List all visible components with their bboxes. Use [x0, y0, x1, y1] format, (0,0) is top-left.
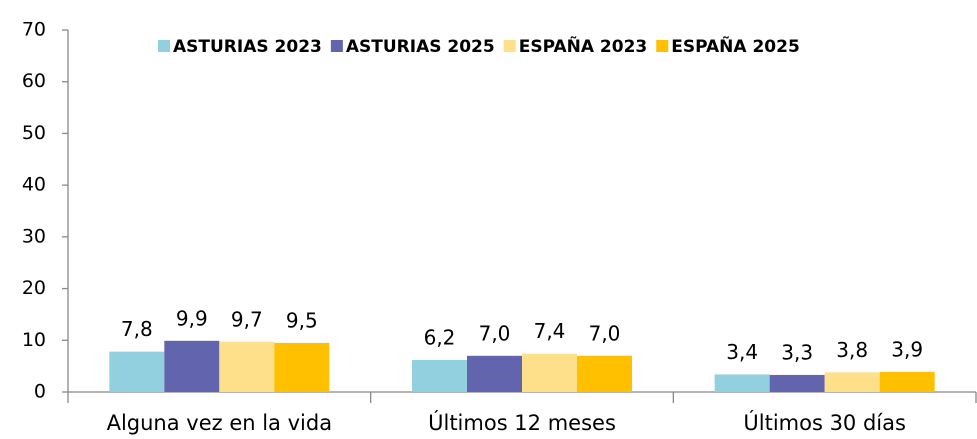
bar [219, 341, 275, 392]
y-tick-label: 10 [22, 329, 46, 351]
bar [879, 371, 935, 392]
value-label: 7,0 [589, 321, 621, 345]
value-label: 9,9 [176, 306, 208, 330]
value-label: 6,2 [424, 325, 456, 349]
legend-swatch [158, 40, 170, 52]
legend-swatch [503, 40, 516, 52]
value-label: 7,4 [534, 319, 566, 343]
y-tick-label: 60 [22, 70, 46, 92]
x-tick-label: Últimos 30 días [743, 410, 906, 435]
bar [522, 353, 577, 392]
bar [412, 359, 467, 392]
value-label: 9,5 [286, 308, 318, 332]
y-tick-label: 40 [22, 174, 46, 196]
x-tick-label: Últimos 12 meses [428, 410, 616, 435]
x-tick-label: Alguna vez en la vida [107, 411, 332, 435]
value-label: 3,9 [891, 337, 923, 361]
y-tick-label: 30 [22, 225, 46, 247]
bar [824, 372, 880, 392]
value-label: 7,8 [121, 317, 153, 341]
bar [467, 355, 522, 392]
y-tick-label: 70 [22, 19, 46, 41]
value-label: 7,0 [479, 321, 511, 345]
legend-label: ASTURIAS 2025 [346, 37, 495, 57]
bar [714, 374, 770, 392]
value-label: 3,8 [836, 338, 868, 362]
y-tick-label: 0 [34, 381, 46, 403]
value-label: 9,7 [231, 307, 263, 331]
legend-swatch [330, 40, 343, 52]
value-label: 3,4 [726, 340, 758, 364]
bar [109, 351, 165, 392]
legend-label: ESPAÑA 2025 [671, 34, 800, 57]
bar [164, 340, 220, 392]
y-tick-label: 20 [22, 277, 46, 299]
legend-label: ASTURIAS 2023 [173, 37, 322, 57]
legend-swatch [656, 40, 669, 52]
legend-label: ESPAÑA 2023 [519, 34, 648, 57]
value-label: 3,3 [781, 340, 813, 364]
y-tick-label: 50 [22, 122, 46, 144]
bar [769, 374, 825, 392]
bar [274, 342, 330, 392]
bar [577, 355, 632, 392]
